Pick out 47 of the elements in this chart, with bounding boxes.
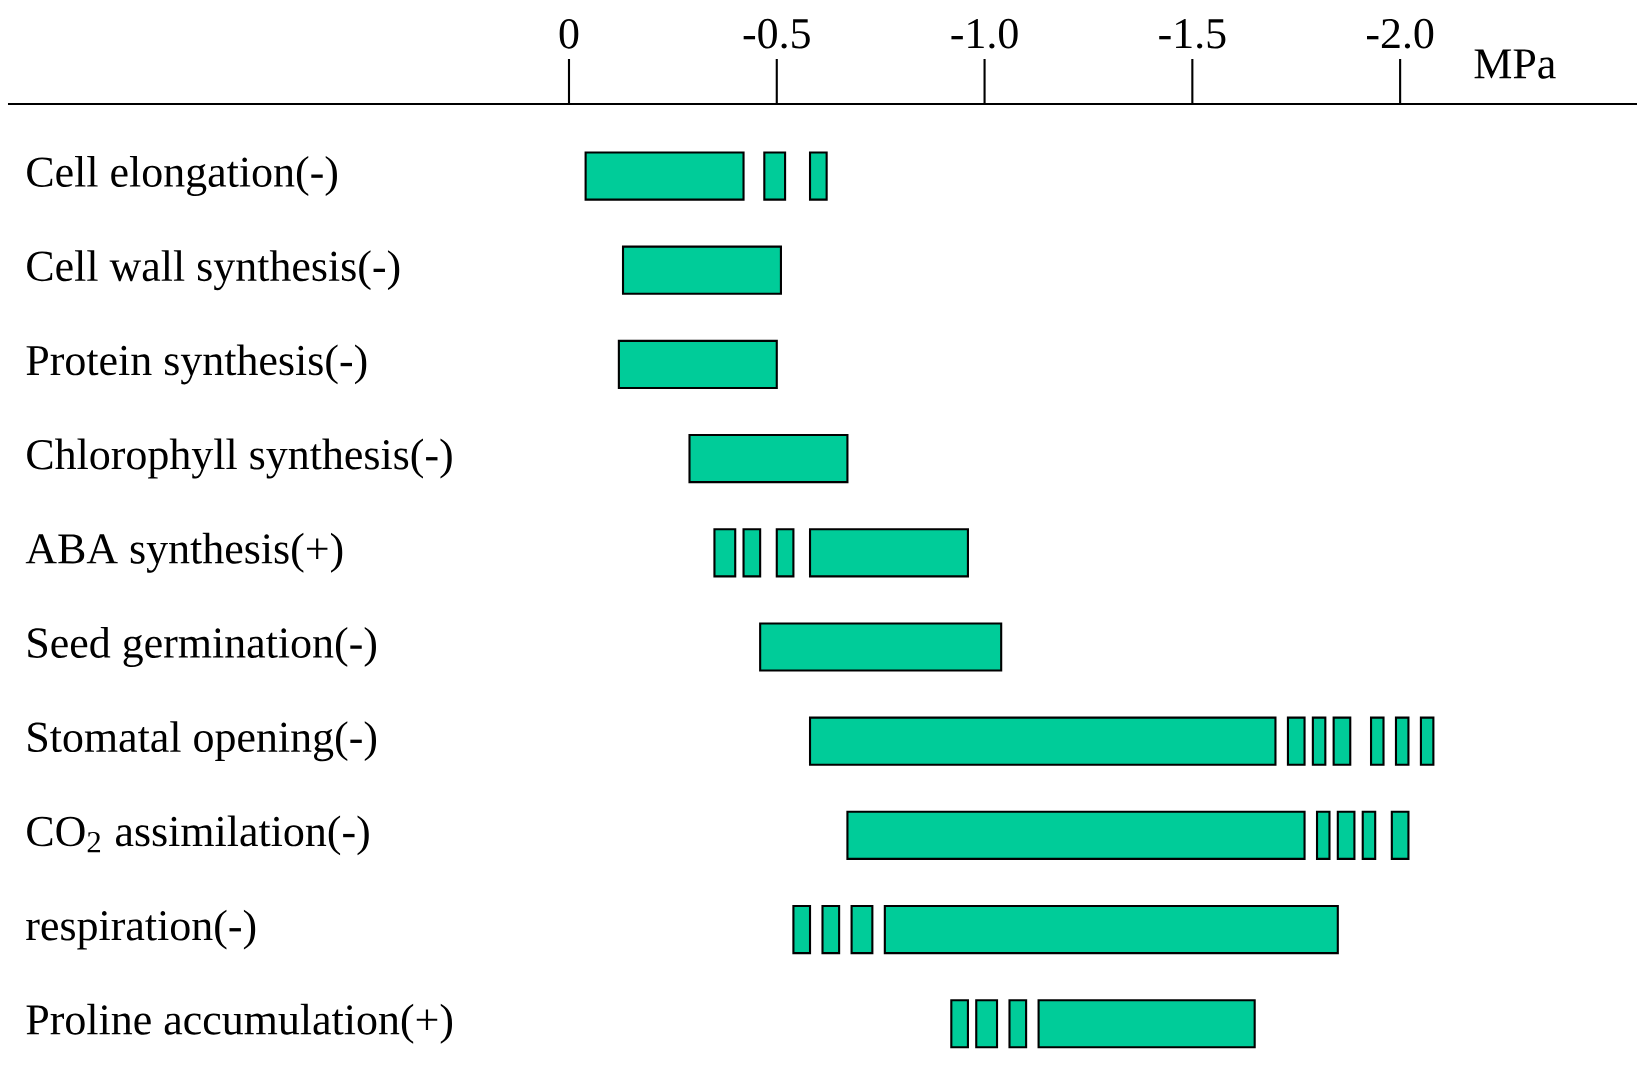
y-tick-label: CO$_{2}$ assimilation(-)	[27, 815, 369, 856]
bar	[883, 904, 1339, 955]
bar	[1311, 716, 1327, 766]
bar	[1315, 810, 1331, 860]
y-tick-label: ABA synthesis(+)	[25, 532, 343, 573]
bar	[584, 151, 745, 201]
y-tick-label: Cell wall synthesis(-)	[27, 250, 400, 291]
bar	[1008, 999, 1028, 1049]
bar	[1390, 810, 1410, 860]
bar	[688, 434, 849, 484]
bar	[846, 810, 1306, 860]
bar	[713, 528, 737, 578]
bar	[742, 528, 762, 578]
bar	[1286, 716, 1306, 766]
bar	[1419, 716, 1435, 766]
bar	[617, 339, 778, 390]
x-tick-label: 0	[559, 18, 579, 49]
bar	[1369, 716, 1385, 766]
x-tick-label: -2.0	[1367, 18, 1434, 49]
bar	[763, 151, 787, 201]
bar	[759, 622, 1003, 672]
bar	[621, 245, 782, 295]
bar	[1332, 716, 1352, 766]
bar	[1336, 810, 1356, 860]
x-tick-label: -1.0	[951, 18, 1018, 49]
bar	[850, 904, 874, 955]
y-tick-label: Proline accumulation(+)	[26, 1003, 453, 1044]
bar	[1361, 810, 1377, 860]
y-tick-label: Protein synthesis(-)	[26, 344, 367, 385]
bar	[808, 151, 828, 201]
bar	[950, 999, 969, 1049]
bar	[792, 904, 812, 955]
bar	[975, 999, 999, 1049]
bar	[1394, 716, 1410, 766]
bar	[821, 904, 841, 955]
bar	[808, 528, 969, 578]
bar	[808, 716, 1277, 766]
bar	[775, 528, 795, 578]
x-tick-label: -1.5	[1159, 19, 1226, 49]
y-tick-label: Seed germination(-)	[28, 627, 376, 667]
x-tick-label: -0.5	[743, 18, 810, 49]
x-axis-title: MPa	[1474, 49, 1556, 79]
bar	[1037, 999, 1256, 1049]
y-tick-label: respiration(-)	[26, 909, 256, 950]
y-tick-label: Cell elongation(-)	[27, 156, 337, 197]
y-tick-label: Chlorophyll synthesis(-)	[27, 438, 452, 479]
y-tick-label: Stomatal opening(-)	[28, 721, 377, 762]
